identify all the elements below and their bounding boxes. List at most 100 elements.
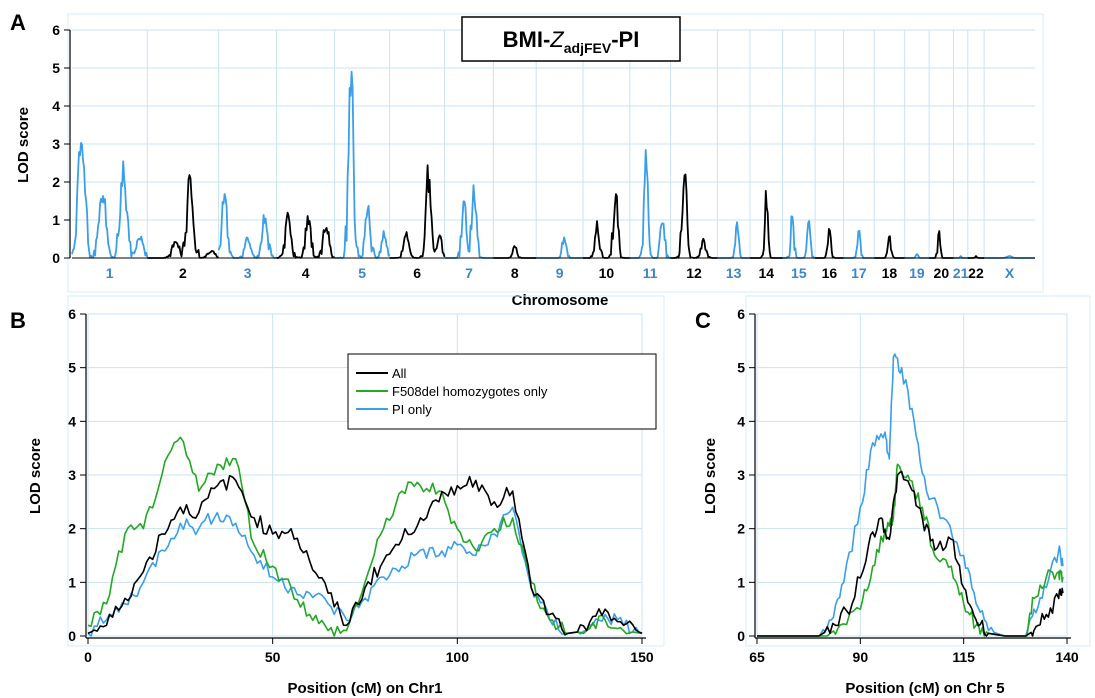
y-tick-label: 6 bbox=[737, 306, 745, 322]
series-line bbox=[757, 353, 1064, 637]
chromosome-curve bbox=[276, 211, 335, 259]
x-tick-label: 150 bbox=[630, 649, 654, 665]
series-line bbox=[87, 506, 643, 637]
chromosome-label: 19 bbox=[909, 265, 925, 281]
chromosome-curve bbox=[493, 245, 537, 259]
y-tick-label: 2 bbox=[737, 521, 745, 537]
chromosome-curve bbox=[217, 193, 277, 259]
panel-b-frame bbox=[67, 295, 665, 647]
y-tick-label: 4 bbox=[68, 413, 76, 429]
x-tick-label: 50 bbox=[265, 649, 281, 665]
x-tick-label: 140 bbox=[1055, 649, 1079, 665]
chromosome-curve bbox=[904, 253, 930, 259]
chromosome-label: 11 bbox=[643, 265, 658, 281]
series-line bbox=[757, 463, 1064, 637]
chromosome-curve bbox=[750, 190, 783, 259]
y-tick-label: 4 bbox=[737, 413, 745, 429]
panel-a-curves bbox=[71, 70, 1035, 259]
legend-box bbox=[347, 353, 657, 430]
chromosome-curve bbox=[147, 174, 219, 259]
series-line bbox=[87, 475, 643, 636]
y-tick-label: 6 bbox=[52, 22, 60, 38]
chromosome-label: 4 bbox=[302, 265, 310, 281]
panel-b-legend: All F508del homozygotes only PI only bbox=[347, 353, 657, 430]
y-tick-label: 5 bbox=[737, 360, 745, 376]
x-tick-label: 115 bbox=[952, 649, 975, 665]
chromosome-label: 16 bbox=[822, 265, 838, 281]
panel-c-y-label: LOD score bbox=[702, 438, 719, 514]
chromosome-curve bbox=[843, 230, 875, 259]
panel-c-x-label: Position (cM) on Chr 5 bbox=[845, 680, 1004, 697]
panel-a-letter: A bbox=[10, 10, 26, 35]
panel-b-axes: 0 1 2 3 4 5 6 0 50 100 150 bbox=[68, 306, 654, 665]
y-tick-label: 0 bbox=[52, 250, 60, 266]
chromosome-curve bbox=[583, 193, 630, 259]
chromosome-curve bbox=[670, 173, 718, 259]
chromosome-label: 2 bbox=[179, 265, 187, 281]
y-tick-label: 3 bbox=[68, 467, 76, 483]
chromosome-label: 17 bbox=[851, 265, 867, 281]
chromosome-label: 12 bbox=[686, 265, 702, 281]
chromosome-label: 20 bbox=[934, 265, 950, 281]
panel-c-curves bbox=[757, 353, 1064, 637]
chromosome-curve bbox=[444, 184, 494, 259]
series-line bbox=[87, 436, 643, 637]
chromosome-label: 18 bbox=[882, 265, 898, 281]
y-tick-label: 6 bbox=[68, 306, 76, 322]
chromosome-label: 13 bbox=[726, 265, 742, 281]
panel-b: B 0 1 2 3 4 5 6 0 50 100 150 LOD score Position (c… bbox=[10, 295, 665, 697]
panel-b-x-label: Position (cM) on Chr1 bbox=[288, 680, 443, 697]
chromosome-curve bbox=[782, 215, 816, 259]
panel-b-letter: B bbox=[10, 308, 26, 333]
chromosome-label: 15 bbox=[791, 265, 807, 281]
panel-a-y-label: LOD score bbox=[15, 107, 32, 183]
chromosome-label: 1 bbox=[106, 265, 114, 281]
chromosome-label: 3 bbox=[244, 265, 252, 281]
y-tick-label: 3 bbox=[52, 136, 60, 152]
chromosome-curve bbox=[334, 70, 391, 259]
panel-c-letter: C bbox=[695, 308, 711, 333]
chromosome-label: 7 bbox=[465, 265, 473, 281]
x-tick-label: 100 bbox=[446, 649, 470, 665]
panel-c: C 0 1 2 3 4 5 6 65 90 115 140 LOD score Position (… bbox=[695, 295, 1091, 697]
chromosome-curve bbox=[815, 228, 844, 259]
chromosome-curve bbox=[389, 164, 446, 259]
y-tick-label: 4 bbox=[52, 98, 60, 114]
chromosome-label: 9 bbox=[556, 265, 564, 281]
chromosome-curve bbox=[629, 149, 671, 259]
chromosome-curve bbox=[874, 235, 905, 259]
y-tick-label: 5 bbox=[52, 60, 60, 76]
y-tick-label: 1 bbox=[68, 574, 76, 590]
x-tick-label: 65 bbox=[749, 649, 765, 665]
chromosome-curve bbox=[71, 142, 149, 259]
panel-a-x-label: Chromosome bbox=[512, 292, 609, 309]
chromosome-curve bbox=[929, 230, 954, 259]
chromosome-label: 21 bbox=[953, 265, 969, 281]
chromosome-label: 10 bbox=[599, 265, 615, 281]
legend-label: All bbox=[392, 366, 407, 381]
y-tick-label: 0 bbox=[68, 628, 76, 644]
series-line bbox=[757, 470, 1064, 637]
chromosome-label: 6 bbox=[413, 265, 421, 281]
panel-b-curves bbox=[87, 436, 643, 637]
chromosome-curve bbox=[717, 221, 750, 259]
x-tick-label: 0 bbox=[84, 649, 92, 665]
chromosome-label: 8 bbox=[511, 265, 519, 281]
y-tick-label: 2 bbox=[68, 521, 76, 537]
chromosome-label: 5 bbox=[358, 265, 366, 281]
panel-a-title: BMI-ZadjFEV-PI bbox=[503, 27, 640, 56]
chromosome-label: 22 bbox=[968, 265, 984, 281]
panel-c-axes: 0 1 2 3 4 5 6 65 90 115 140 bbox=[737, 306, 1079, 665]
panel-a-frame bbox=[67, 13, 1044, 293]
panel-a-title-box: BMI-ZadjFEV-PI bbox=[461, 16, 681, 62]
panel-a-x-tick-labels: 1 2 3 4 5 6 7 8 9 10 11 12 13 14 15 16 17 18 19 20 21 22 X bbox=[106, 265, 1015, 281]
chromosome-curve bbox=[536, 236, 583, 259]
chromosome-label: 14 bbox=[758, 265, 774, 281]
panel-b-y-label: LOD score bbox=[27, 438, 44, 514]
x-tick-label: 90 bbox=[853, 649, 869, 665]
y-tick-label: 1 bbox=[52, 212, 60, 228]
chromosome-label: X bbox=[1005, 265, 1015, 281]
y-tick-label: 0 bbox=[737, 628, 745, 644]
